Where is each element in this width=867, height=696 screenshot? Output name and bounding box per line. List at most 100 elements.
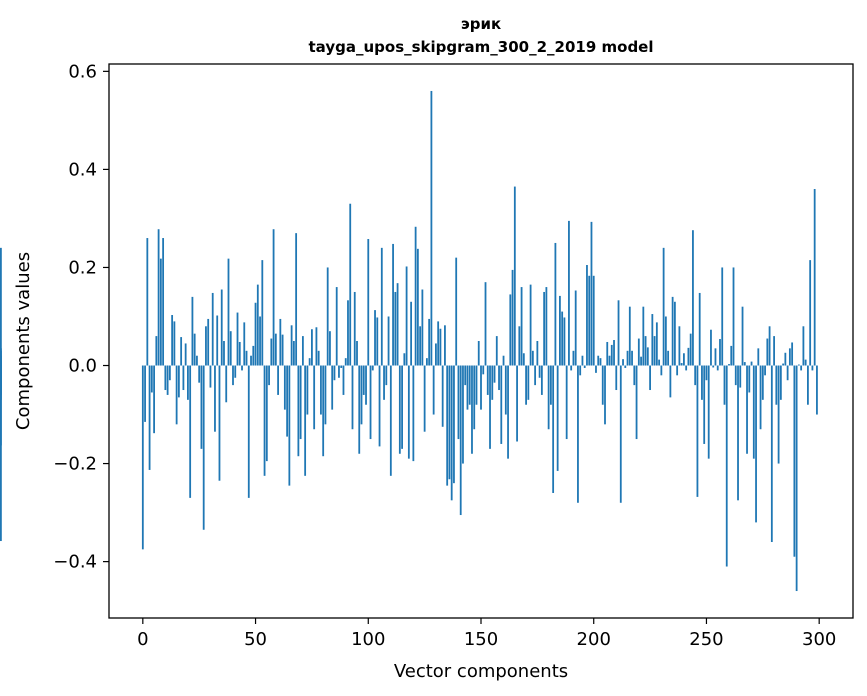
plot-frame (108, 63, 854, 619)
bar-213 (622, 359, 624, 366)
bar-88 (340, 365, 343, 368)
bar-48 (250, 355, 252, 366)
bar-231 (662, 247, 665, 366)
bar-85 (333, 365, 336, 381)
bar-72 (304, 365, 307, 476)
bar-146 (471, 365, 473, 454)
bar-27 (202, 365, 205, 530)
bar-239 (680, 363, 683, 366)
bar-280 (773, 336, 775, 366)
bar-12 (168, 365, 171, 381)
bar-171 (527, 365, 530, 400)
bar-114 (398, 365, 401, 454)
bar-2 (146, 238, 149, 366)
bar-204 (601, 365, 604, 405)
bar-59 (274, 333, 277, 366)
bar-21 (189, 365, 192, 498)
bar-177 (540, 365, 543, 395)
bar-121 (414, 226, 417, 366)
bar-14 (173, 321, 176, 366)
bar-26 (200, 365, 203, 449)
bar-224 (646, 347, 649, 366)
bar-235 (671, 296, 674, 366)
bar-288 (791, 342, 794, 366)
bar-89 (342, 365, 345, 395)
bar-208 (610, 344, 613, 366)
bar-275 (761, 365, 764, 400)
bar-68 (295, 233, 298, 366)
x-tick-label-100: 100 (351, 629, 385, 650)
bar-7 (157, 229, 160, 366)
bar-79 (320, 365, 322, 415)
bar-130 (435, 343, 437, 366)
bar-283 (779, 365, 782, 400)
bar-176 (538, 365, 541, 378)
bar-75 (311, 329, 313, 366)
bar-9 (162, 238, 165, 366)
bar-undefined (0, 247, 2, 366)
x-tick-label-300: 300 (802, 629, 836, 650)
bar-147 (473, 365, 476, 430)
bar-95 (356, 341, 358, 366)
bar-268 (746, 365, 748, 454)
bar-22 (191, 296, 194, 366)
bar-135 (446, 365, 449, 486)
bar-265 (739, 365, 742, 388)
bar-252 (710, 329, 712, 366)
bar-240 (683, 353, 685, 366)
bar-11 (166, 365, 169, 395)
bar-206 (606, 341, 609, 366)
bar-141 (459, 365, 462, 516)
bar-225 (649, 365, 651, 391)
bar-74 (308, 358, 311, 366)
bar-19 (184, 343, 187, 366)
bar-132 (439, 328, 442, 366)
bar-150 (480, 365, 482, 410)
y-axis-title: Components values (13, 252, 34, 430)
bar-242 (687, 347, 690, 366)
bar-105 (378, 365, 381, 447)
bar-211 (617, 300, 620, 366)
bar-undefined (0, 365, 2, 400)
bar-247 (698, 292, 701, 366)
bar-73 (306, 365, 309, 415)
bar-214 (624, 365, 627, 368)
bar-228 (655, 322, 658, 366)
bar-258 (723, 365, 726, 405)
bar-274 (759, 365, 762, 430)
bar-203 (599, 358, 602, 366)
bar-193 (577, 365, 579, 503)
bar-113 (396, 283, 399, 366)
y-tick-label-3: 0.2 (68, 257, 97, 278)
bar-15 (175, 365, 178, 425)
bar-142 (462, 365, 464, 464)
y-tick-label-2: 0.0 (68, 356, 97, 377)
bar-76 (313, 365, 316, 430)
bar-244 (692, 230, 694, 366)
bar-87 (338, 365, 340, 378)
bar-169 (522, 353, 525, 366)
bar-262 (732, 267, 735, 366)
bar-160 (502, 355, 505, 366)
bar-120 (412, 365, 415, 462)
bar-249 (703, 365, 706, 444)
bar-271 (752, 365, 755, 459)
bar-6 (155, 336, 158, 366)
bar-117 (405, 266, 408, 366)
bar-104 (376, 317, 379, 366)
bar-248 (701, 365, 703, 400)
bar-202 (597, 355, 600, 366)
bar-267 (743, 362, 746, 366)
bar-138 (453, 365, 455, 484)
bar-226 (651, 314, 654, 366)
bar-1 (144, 365, 146, 422)
bar-30 (209, 365, 212, 388)
bar-35 (220, 289, 223, 366)
bar-133 (441, 365, 444, 427)
bar-71 (301, 336, 304, 366)
bar-217 (631, 350, 633, 366)
bar-156 (493, 365, 496, 383)
bar-215 (626, 350, 629, 366)
bar-77 (315, 327, 318, 366)
bar-123 (419, 326, 422, 366)
